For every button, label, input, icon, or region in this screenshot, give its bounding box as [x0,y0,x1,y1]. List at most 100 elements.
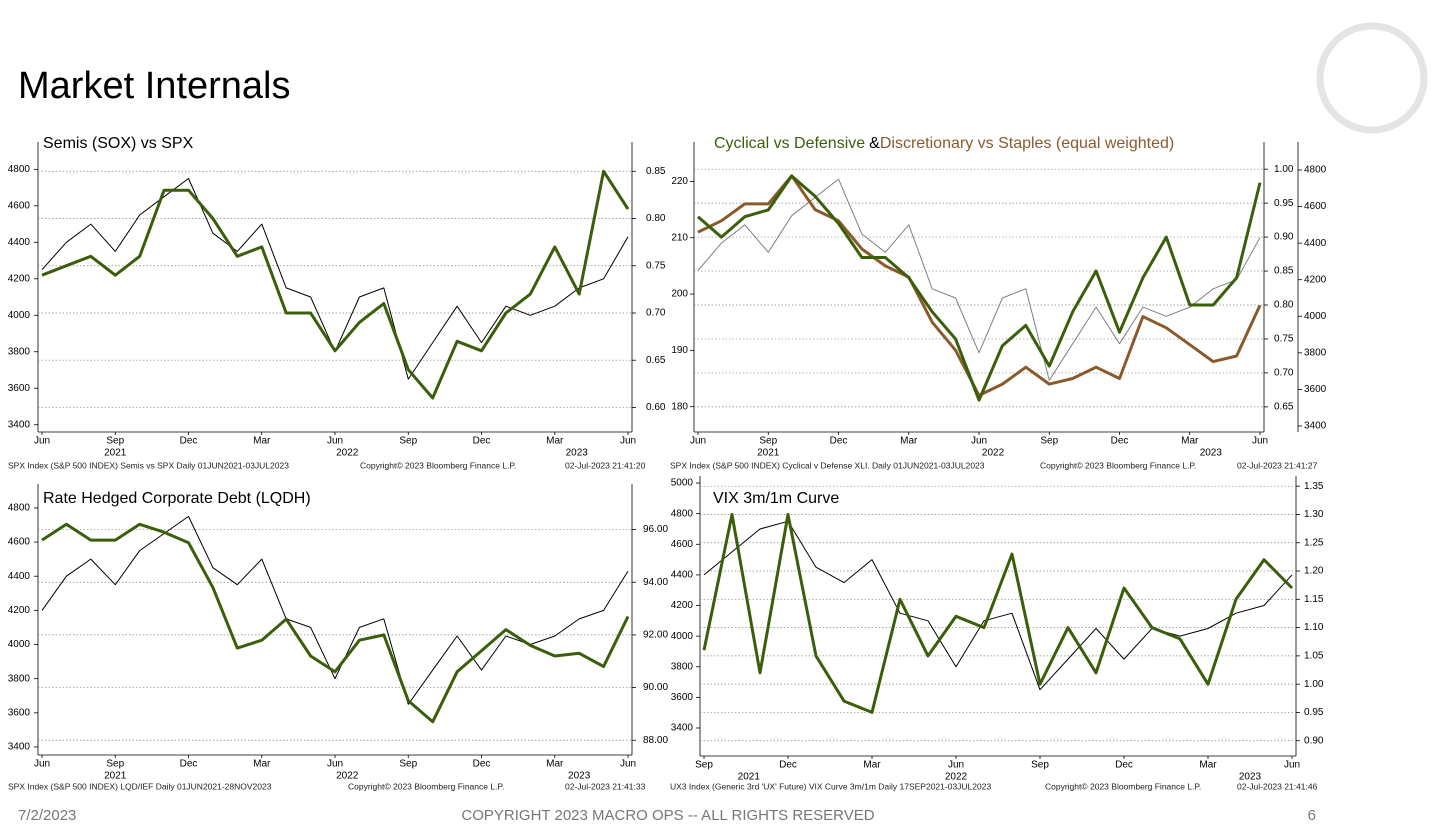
year-label: 2022 [982,448,1005,459]
x-tick-label: Jun [34,436,50,447]
year-label: 2022 [945,772,968,783]
x-tick-label: Mar [546,436,564,447]
legend: Cyclical vs Defensive &Discretionary vs S… [714,135,1174,152]
y-tick-label: 4200 [671,600,694,611]
y-tick-label: 4800 [8,503,31,514]
source-note: 02-Jul-2023 21:41:46 [1237,781,1318,791]
x-tick-label: Dec [180,759,198,770]
x-tick-label: Jun [690,436,706,447]
y2-tick-label: 96.00 [643,524,668,535]
year-label: 2022 [336,448,359,459]
y-tick-label: 4000 [8,639,31,650]
x-tick-label: Dec [779,760,797,771]
y2-tick-label: 0.95 [1304,707,1324,718]
y2-tick-label: 94.00 [643,577,668,588]
logo [1316,22,1428,134]
x-tick-label: Dec [473,759,491,770]
y-tick-label: 4600 [8,200,31,211]
y2-tick-label: 92.00 [643,630,668,641]
y-tick-label: 3600 [671,692,694,703]
x-tick-label: Dec [180,436,198,447]
series-line [697,178,1261,381]
chart-title: VIX 3m/1m Curve [713,490,839,507]
y2-tick-label: 1.20 [1304,566,1324,577]
y2-tick-label: 1.15 [1304,594,1324,605]
y-tick-label: 4600 [8,537,31,548]
y-tick-label: 4600 [671,539,694,550]
x-tick-label: Mar [253,436,271,447]
y2-tick-label: 0.80 [646,213,666,224]
y2-tick-label: 1.30 [1304,509,1324,520]
x-tick-label: Jun [327,436,343,447]
source-note: Copyright© 2023 Bloomberg Finance L.P. [1045,781,1201,791]
x-tick-label: Jun [620,759,636,770]
y2-tick-label: 0.65 [1274,402,1294,413]
x-tick-label: Sep [695,760,713,771]
year-label: 2021 [104,771,127,782]
legend-entry: Discretionary vs Staples (equal weighted… [880,135,1174,152]
y-tick-label: 4000 [8,310,31,321]
source-note: UX3 Index (Generic 3rd 'UX' Future) VIX … [670,781,991,791]
y-tick-label: 4800 [671,508,694,519]
source-note: SPX Index (S&P 500 INDEX) LQD/IEF Daily … [8,781,272,791]
source-note: 02-Jul-2023 21:41:27 [1237,460,1318,470]
source-note: SPX Index (S&P 500 INDEX) Semis vs SPX D… [8,460,289,470]
series-line [703,520,1293,691]
y2-tick-label: 0.60 [646,402,666,413]
source-note: 02-Jul-2023 21:41:33 [565,781,646,791]
source-note: SPX Index (S&P 500 INDEX) Cyclical v Def… [670,460,985,470]
y-tick-label: 4400 [671,570,694,581]
x-tick-label: Mar [546,759,564,770]
y2-tick-label: 0.90 [1274,232,1294,243]
y-tick-label: 3800 [671,661,694,672]
slide-title: Market Internals [18,65,290,107]
series-line [697,174,1262,402]
y-tick-label: 180 [671,401,688,412]
x-tick-label: Sep [759,436,777,447]
x-tick-label: Mar [253,759,271,770]
y2-tick-label: 0.75 [1274,334,1294,345]
x-tick-label: Jun [34,759,50,770]
y2-tick-label: 0.95 [1274,198,1294,209]
x-tick-label: Jun [620,436,636,447]
series-line [41,522,630,724]
x-tick-label: Mar [863,760,881,771]
source-note: Copyright© 2023 Bloomberg Finance L.P. [360,460,516,470]
y-tick-label: 4200 [8,273,31,284]
x-tick-label: Sep [1040,436,1058,447]
year-label: 2023 [1239,772,1262,783]
x-tick-label: Jun [948,760,964,771]
x-tick-label: Jun [1284,760,1300,771]
footer-page: 6 [1308,807,1316,824]
y2-tick-label: 88.00 [643,735,668,746]
y3-tick-label: 4400 [1304,238,1327,249]
y2-tick-label: 0.85 [646,166,666,177]
footer-copyright: COPYRIGHT 2023 MACRO OPS -- ALL RIGHTS R… [461,807,874,824]
series-line [41,169,630,400]
x-tick-label: Mar [1199,760,1217,771]
x-tick-label: Mar [900,436,918,447]
x-tick-label: Dec [473,436,491,447]
y2-tick-label: 0.80 [1274,300,1294,311]
x-tick-label: Sep [399,759,417,770]
year-label: 2021 [757,448,780,459]
y-tick-label: 3600 [8,707,31,718]
y3-tick-label: 3800 [1304,347,1327,358]
x-tick-label: Dec [1111,436,1129,447]
y-tick-label: 4400 [8,571,31,582]
y-tick-label: 3400 [671,723,694,734]
y2-tick-label: 1.25 [1304,537,1324,548]
x-tick-label: Jun [1252,436,1268,447]
chart-title: Semis (SOX) vs SPX [43,135,194,152]
y-tick-label: 3600 [8,383,31,394]
year-label: 2023 [566,448,589,459]
legend-joiner: & [869,135,880,152]
x-tick-label: Jun [971,436,987,447]
x-tick-label: Dec [830,436,848,447]
y2-tick-label: 1.05 [1304,651,1324,662]
y-tick-label: 4800 [8,164,31,175]
y-tick-label: 200 [671,289,688,300]
y3-tick-label: 3400 [1304,421,1327,432]
y2-tick-label: 1.00 [1304,679,1324,690]
